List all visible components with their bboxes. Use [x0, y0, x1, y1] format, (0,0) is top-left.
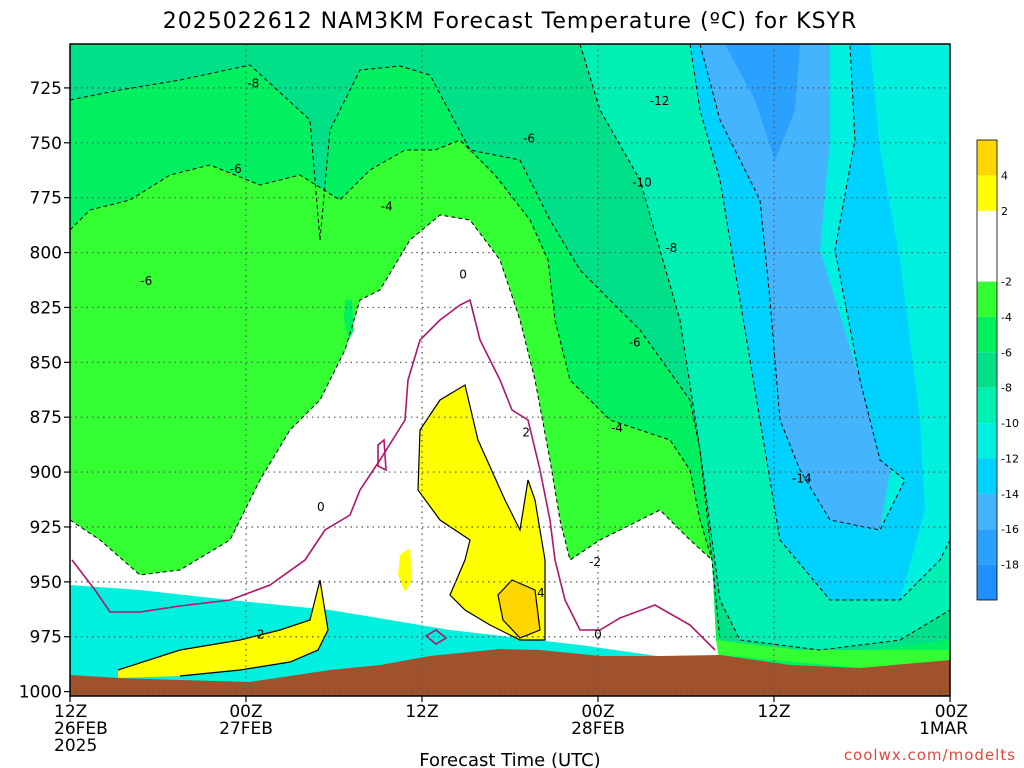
gridlines: [70, 44, 950, 696]
credit-text: coolwx.com/modelts: [844, 746, 1016, 764]
colorbar-label: -18: [1001, 559, 1019, 572]
colorbar: 4 2 -2 -4 -6 -8 -10 -12 -14 -16 -18: [976, 139, 1019, 601]
y-tick-label: 950: [30, 573, 62, 593]
contour-label: -6: [140, 274, 152, 288]
colorbar-swatch: [977, 493, 997, 530]
y-tick-label: 750: [30, 134, 62, 154]
colorbar-label: -10: [1001, 417, 1019, 430]
x-axis-label: Forecast Time (UTC): [419, 750, 600, 768]
contour-labels: -8 -6 -4 -6 -12 -6 -10 -8 -6 -4 -2 0 0 0 2 2 4 -14: [140, 77, 811, 642]
x-tick-label: 00Z: [935, 702, 968, 722]
y-tick-label: 1000: [19, 683, 62, 703]
colorbar-swatch: [977, 210, 997, 282]
y-tick-label: 825: [30, 298, 62, 318]
colorbar-label: -16: [1001, 523, 1019, 536]
contour-label: -2: [589, 555, 601, 569]
colorbar-label: 4: [1001, 169, 1008, 182]
contour-label: 4: [537, 586, 545, 600]
contour-label: -6: [230, 162, 242, 176]
y-tick-label: 775: [30, 189, 62, 209]
x-tick-label: 27FEB: [219, 719, 273, 739]
colorbar-label: 2: [1001, 205, 1008, 218]
colorbar-swatch: [977, 423, 997, 459]
colorbar-swatch: [977, 387, 997, 424]
colorbar-label: -12: [1001, 452, 1019, 465]
y-tick-label: 875: [30, 408, 62, 428]
x-tick-label: 26FEB: [54, 719, 108, 739]
contour-label: -8: [665, 241, 677, 255]
contour-lines: [70, 44, 950, 677]
contour-label: -6: [629, 336, 641, 350]
terrain: [70, 649, 950, 696]
y-tick-label: 975: [30, 628, 62, 648]
y-tick-label: 925: [30, 518, 62, 538]
colorbar-label: -6: [1001, 346, 1012, 359]
colorbar-swatch: [977, 281, 997, 317]
y-tick-label: 725: [30, 79, 62, 99]
y-tick-label: 900: [30, 463, 62, 483]
colorbar-label: -4: [1001, 311, 1012, 324]
colorbar-swatch: [977, 140, 997, 176]
contour-label: -12: [650, 94, 670, 108]
x-tick-label: 28FEB: [571, 719, 625, 739]
contour-label: -14: [792, 472, 812, 486]
x-tick-label: 12Z: [54, 702, 87, 722]
colorbar-swatch: [977, 529, 997, 565]
colorbar-swatch: [977, 175, 997, 211]
y-tick-label: 850: [30, 353, 62, 373]
contour-label: -4: [611, 421, 623, 435]
plot-frame: [69, 43, 951, 697]
colorbar-swatch: [977, 458, 997, 494]
contour-label: -4: [381, 199, 393, 213]
colorbar-swatch: [977, 316, 997, 353]
x-tick-label: 12Z: [757, 702, 790, 722]
band-cold-core: [700, 44, 890, 530]
y-tick-label: 800: [30, 244, 62, 264]
contour-label: -10: [632, 175, 652, 189]
colorbar-frame: [976, 139, 998, 601]
x-tick-label: 00Z: [581, 702, 614, 722]
x-tick-label: 00Z: [229, 702, 262, 722]
x-tick-label: 12Z: [405, 702, 438, 722]
colorbar-label: -8: [1001, 382, 1012, 395]
contour-label: 0: [317, 500, 325, 514]
contour-label: -6: [523, 131, 535, 145]
colorbar-label: -2: [1001, 276, 1012, 289]
x-tick-label: 2025: [54, 736, 97, 756]
chart-title: 2025022612 NAM3KM Forecast Temperature (…: [163, 9, 858, 34]
contour-label: 0: [594, 628, 602, 642]
contour-label: -8: [247, 77, 259, 91]
x-tick-label: 1MAR: [919, 719, 968, 739]
colorbar-swatch: [977, 564, 997, 600]
y-axis: 725 750 775 800 825 850 875 900 925 950 975 1000: [19, 79, 70, 703]
colorbar-label: -14: [1001, 488, 1019, 501]
contour-label: 0: [459, 268, 467, 282]
colorbar-swatch: [977, 352, 997, 388]
contour-label: 2: [257, 628, 265, 642]
contour-label: 2: [522, 426, 530, 440]
temperature-field: [70, 44, 950, 696]
